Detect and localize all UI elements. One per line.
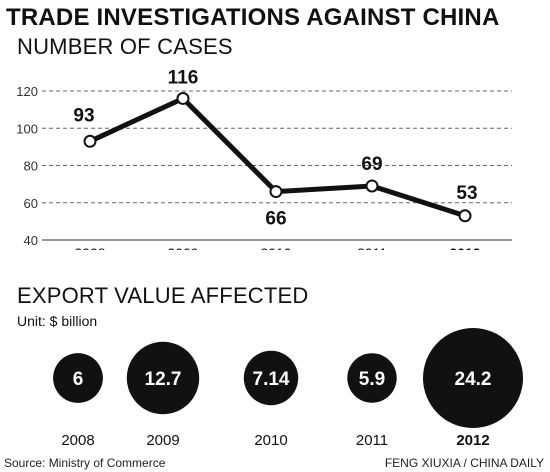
y-tick-label: 120 [16,84,38,99]
cases-point [460,210,471,221]
y-tick-label: 100 [16,121,38,136]
cases-line-chart: 120 100 80 60 40 2008 2009 2010 2011 2012 93 116 66 6… [0,0,550,250]
export-year-label: 2009 [146,432,179,449]
cases-point [271,186,282,197]
cases-data-label: 53 [456,183,477,204]
export-value-label: 12.7 [145,369,182,390]
y-tick-label: 60 [24,196,38,211]
export-value-label: 24.2 [455,369,492,390]
export-bubble-chart: 6 12.7 7.14 5.9 24.2 2008 2009 2010 2011 2012 [0,320,550,460]
cases-series-line [90,99,465,216]
export-section-title: EXPORT VALUE AFFECTED [17,283,309,309]
x-tick-label: 2009 [167,245,198,250]
y-tick-label: 80 [24,159,38,174]
cases-data-label: 116 [168,67,199,88]
export-year-label: 2012 [456,432,489,449]
export-value-label: 5.9 [359,369,385,390]
cases-point [367,180,378,191]
export-year-label: 2010 [254,432,287,449]
cases-data-label: 93 [73,105,94,126]
x-tick-label: 2012 [449,245,480,250]
cases-point [85,136,96,147]
x-tick-label: 2008 [74,245,105,250]
cases-point [178,93,189,104]
export-value-label: 7.14 [253,369,290,390]
export-year-label: 2011 [356,432,388,449]
export-value-label: 6 [73,369,84,390]
y-tick-label: 40 [24,233,38,248]
x-tick-label: 2011 [357,245,387,250]
source-note: Source: Ministry of Commerce [4,456,165,470]
cases-data-label: 66 [265,209,286,230]
cases-data-label: 69 [361,154,382,175]
credit-note: FENG XIUXIA / CHINA DAILY [385,456,544,470]
x-tick-label: 2010 [260,245,291,250]
export-year-label: 2008 [61,432,94,449]
